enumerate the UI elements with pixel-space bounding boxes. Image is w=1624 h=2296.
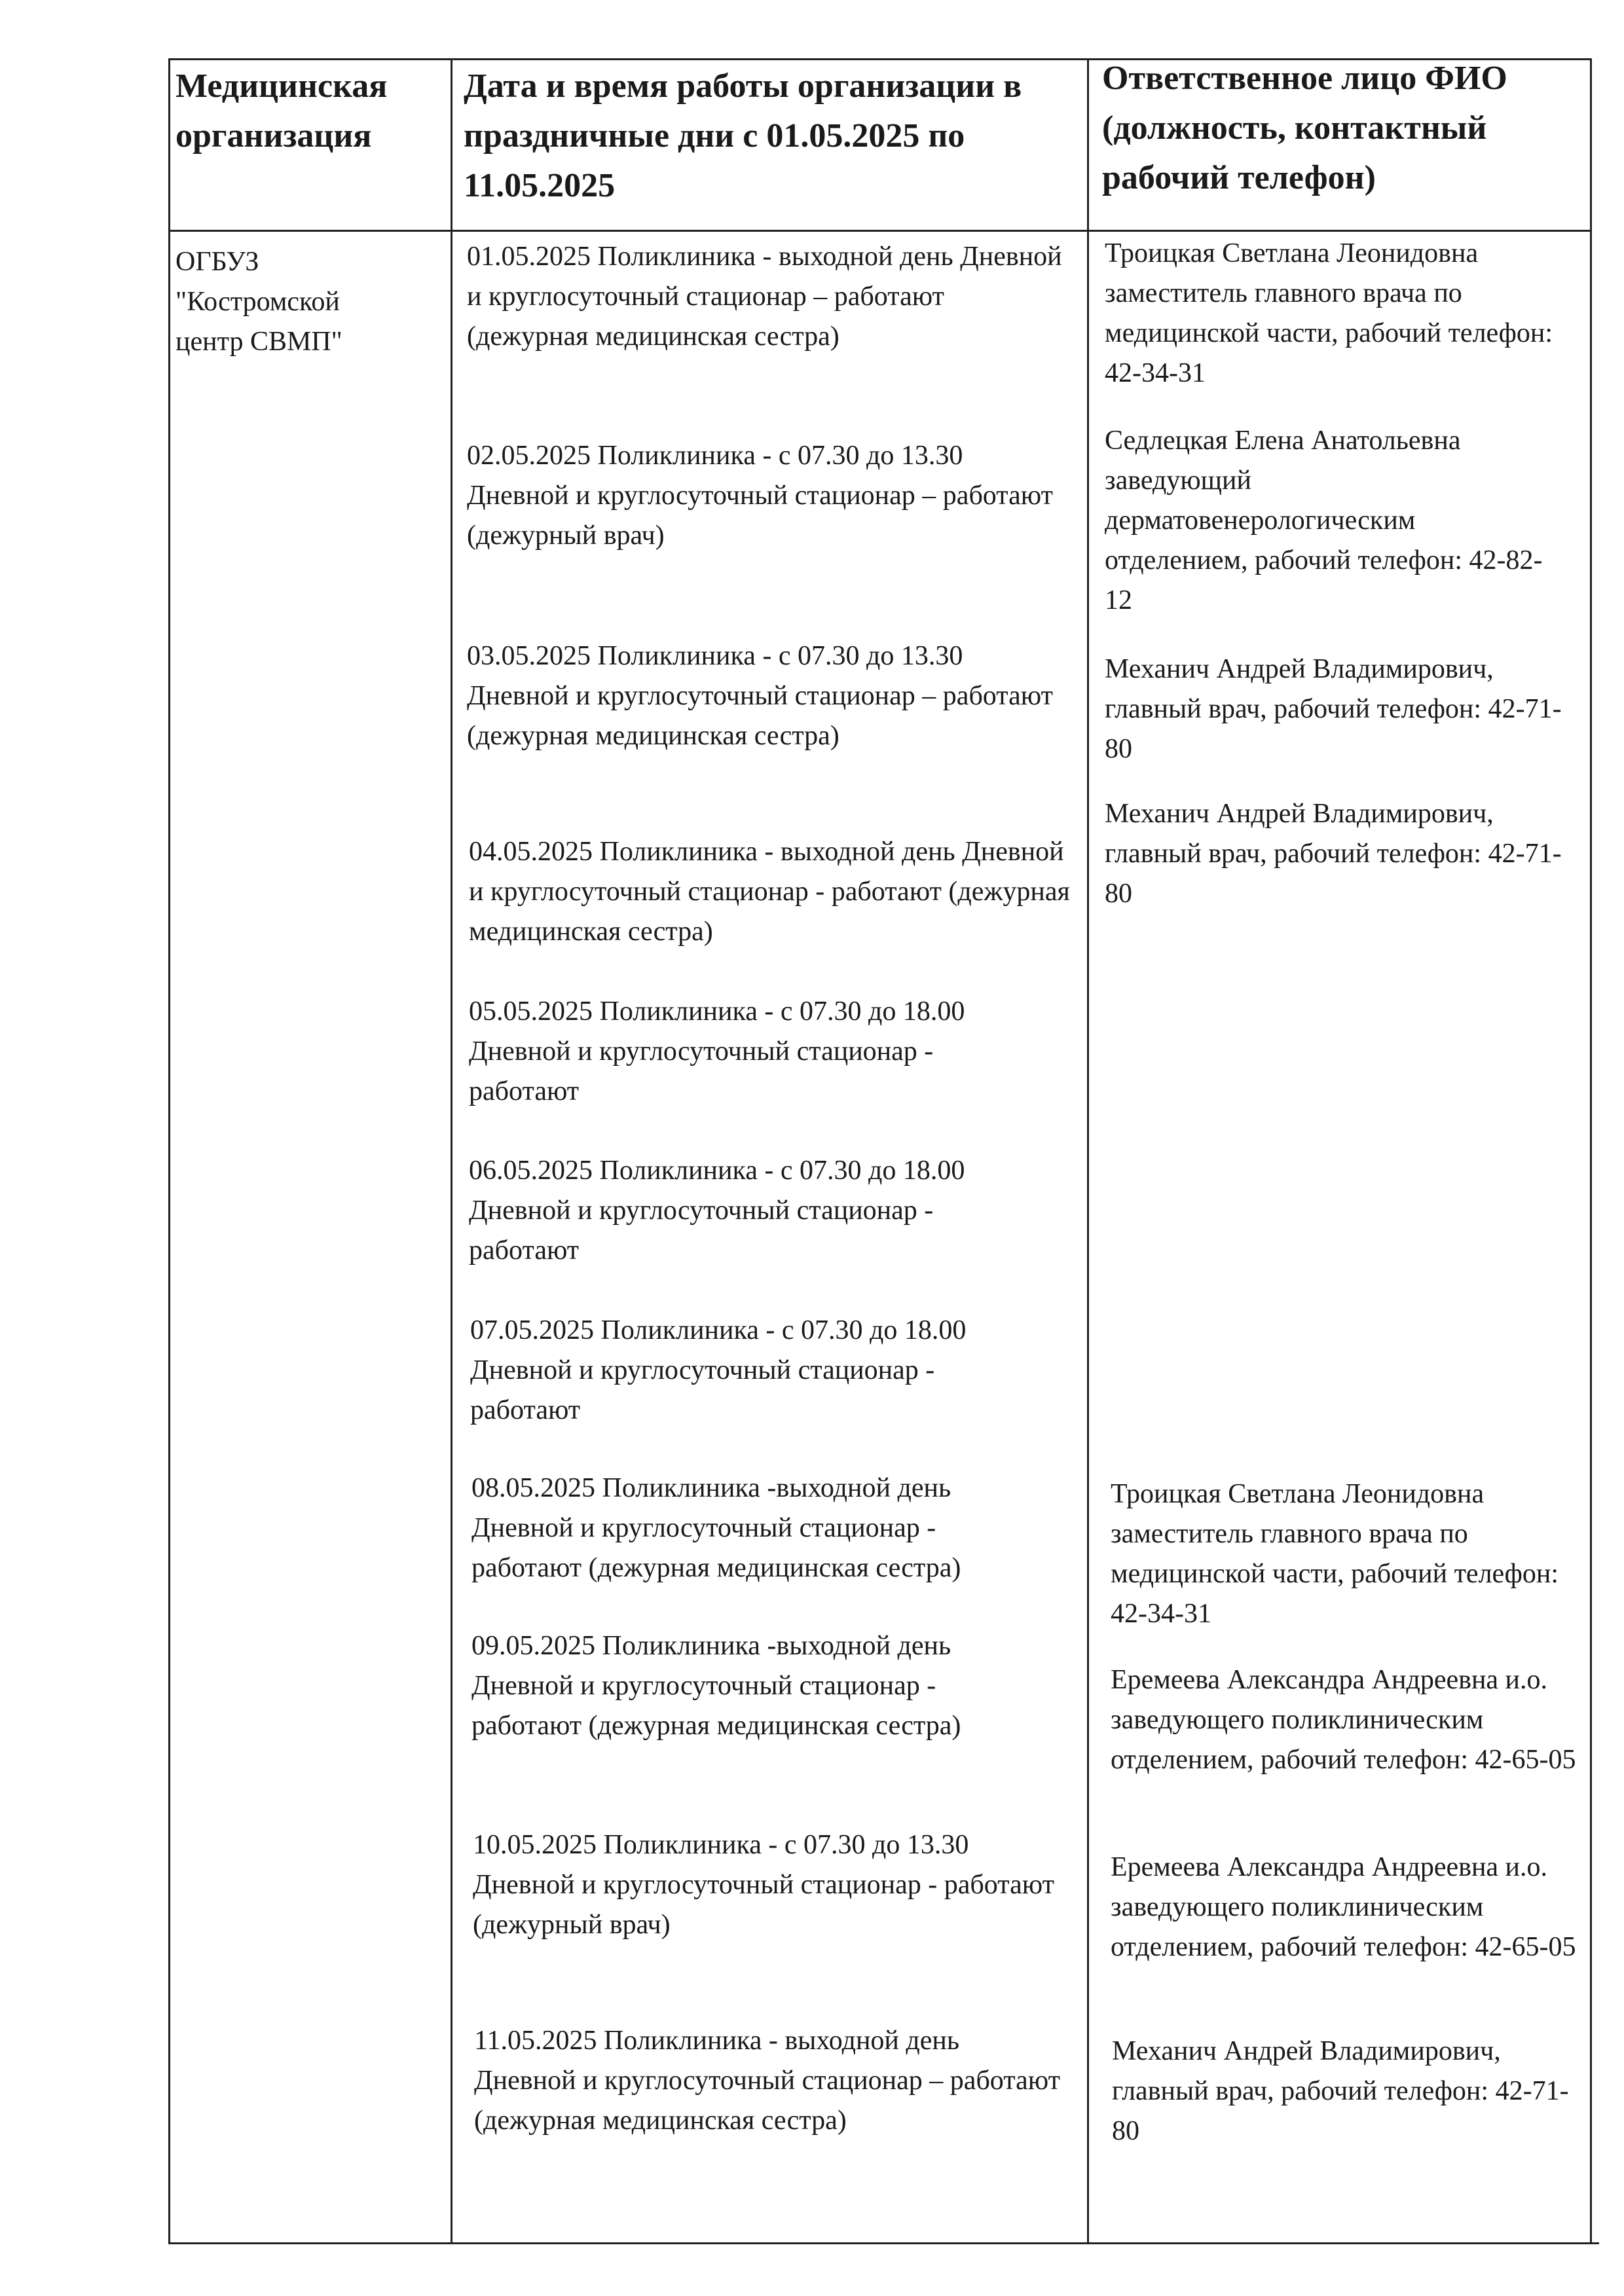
responsible-entry: Механич Андрей Владимирович, главный вра…	[1112, 2036, 1569, 2146]
table-border-right	[1590, 58, 1592, 2244]
schedule-entry: 09.05.2025 Поликлиника -выходной день Дн…	[471, 1631, 961, 1741]
schedule-entry: 03.05.2025 Поликлиника - с 07.30 до 13.3…	[467, 641, 1053, 751]
header-responsible: Ответственное лицо ФИО (должность, конта…	[1102, 60, 1507, 196]
responsible-entry: Еремеева Александра Андреевна и.о. завед…	[1111, 1665, 1576, 1775]
responsible-entry: Еремеева Александра Андреевна и.о. завед…	[1111, 1852, 1576, 1962]
responsible-entry: Механич Андрей Владимирович, главный вра…	[1105, 799, 1562, 909]
table-border-bottom	[168, 2242, 1599, 2244]
schedule-entry: 05.05.2025 Поликлиника - с 07.30 до 18.0…	[469, 996, 965, 1106]
schedule-entry: 01.05.2025 Поликлиника - выходной день Д…	[467, 242, 1062, 352]
column-divider-2	[1087, 58, 1089, 2244]
table-border-top	[168, 58, 1591, 60]
responsible-entry: Механич Андрей Владимирович, главный вра…	[1105, 654, 1562, 764]
schedule-entry: 10.05.2025 Поликлиника - с 07.30 до 13.3…	[473, 1830, 1054, 1940]
schedule-entry: 07.05.2025 Поликлиника - с 07.30 до 18.0…	[470, 1315, 967, 1425]
organization-name: ОГБУЗ "Костромской центр СВМП"	[175, 247, 342, 357]
schedule-entry: 08.05.2025 Поликлиника -выходной день Дн…	[471, 1473, 961, 1583]
table-border-left	[168, 58, 170, 2244]
schedule-entry: 06.05.2025 Поликлиника - с 07.30 до 18.0…	[469, 1156, 965, 1266]
header-organization: Медицинская организация	[175, 67, 388, 155]
schedule-entry: 02.05.2025 Поликлиника - с 07.30 до 13.3…	[467, 441, 1053, 551]
responsible-entry: Троицкая Светлана Леонидовна заместитель…	[1105, 238, 1553, 388]
responsible-entry: Троицкая Светлана Леонидовна заместитель…	[1111, 1479, 1559, 1629]
column-divider-1	[451, 58, 452, 2244]
responsible-entry: Седлецкая Елена Анатольевна заведующий д…	[1105, 426, 1543, 615]
header-divider	[168, 230, 1591, 232]
schedule-entry: 11.05.2025 Поликлиника - выходной день Д…	[474, 2026, 1060, 2136]
schedule-entry: 04.05.2025 Поликлиника - выходной день Д…	[469, 837, 1070, 947]
header-schedule: Дата и время работы организации в праздн…	[464, 67, 1022, 204]
